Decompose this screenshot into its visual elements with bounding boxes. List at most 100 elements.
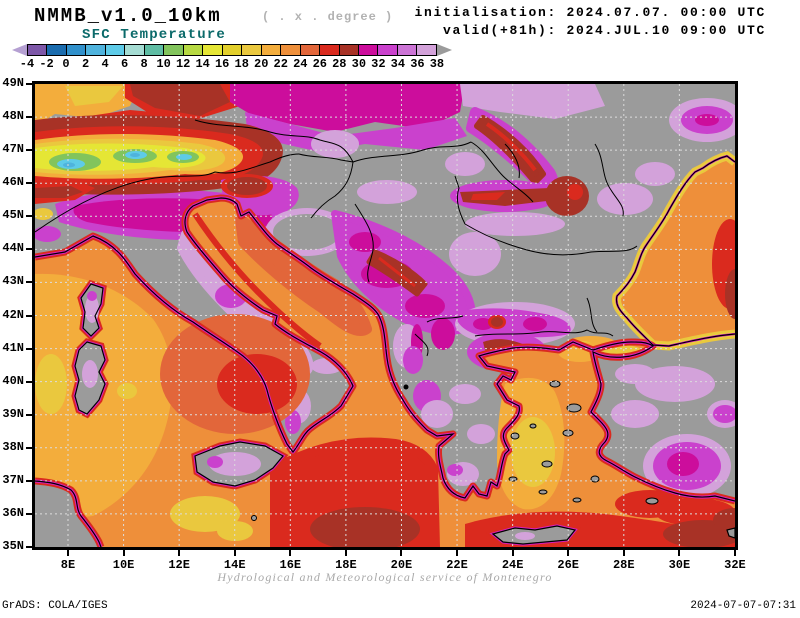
lat-label: 35N [2, 539, 24, 553]
lon-tick [622, 550, 625, 556]
colorbar-level-label: 34 [390, 57, 406, 71]
colorbar-level-label: 30 [351, 57, 367, 71]
colorbar-level-label: 10 [156, 57, 171, 71]
lat-tick [26, 479, 32, 482]
lon-tick [67, 550, 69, 556]
variable-title: SFC Temperature [82, 27, 227, 43]
lat-label: 38N [2, 439, 24, 454]
colorbar-level-label: 24 [293, 57, 308, 71]
lat-label: 43N [2, 274, 24, 289]
colorbar-cell [66, 45, 87, 55]
lon-label: 12E [168, 558, 190, 572]
colorbar-level-label: 4 [101, 57, 109, 71]
lat-tick [26, 512, 32, 515]
lat-tick [26, 546, 32, 548]
forecast-map [32, 81, 738, 550]
colorbar-level-label: 36 [410, 57, 425, 71]
lon-label: 20E [390, 558, 413, 572]
creation-timestamp: 2024-07-07-07:31 [690, 600, 796, 612]
lon-tick [678, 550, 681, 556]
lat-tick [26, 248, 32, 251]
grads-signature: GrADS: COLA/IGES [2, 600, 108, 612]
lon-tick [233, 550, 236, 556]
lat-label: 45N [2, 208, 24, 223]
lat-label: 36N [2, 505, 24, 520]
colorbar-cells [27, 44, 437, 56]
lat-tick [26, 83, 32, 85]
colorbar-level-label: 38 [429, 57, 445, 71]
lat-label: 47N [2, 142, 24, 157]
colorbar-level-label: 26 [312, 57, 327, 71]
lon-tick [733, 550, 736, 556]
colorbar-level-label: 8 [140, 57, 148, 71]
lat-tick [26, 215, 32, 218]
lon-tick [122, 550, 125, 556]
lat-tick [26, 116, 32, 119]
lat-label: 40N [2, 373, 24, 388]
lat-label: 39N [2, 406, 24, 421]
model-resolution-note: ( . x . degree ) [262, 10, 394, 24]
lat-tick [26, 182, 32, 185]
aegean-islets [251, 380, 659, 521]
lat-label: 46N [2, 175, 24, 190]
land-temperature-fields [35, 84, 735, 498]
colorbar-underflow-arrow-icon [12, 44, 27, 56]
lat-tick [26, 149, 32, 152]
lon-tick [567, 550, 570, 556]
colorbar-cell [242, 45, 262, 55]
colorbar-cell [358, 45, 379, 55]
colorbar-cell [183, 45, 204, 55]
lon-tick [511, 550, 514, 556]
graticule [35, 84, 735, 547]
colorbar-level-label: 32 [371, 57, 386, 71]
colorbar-cell [222, 45, 243, 55]
lon-label: 10E [112, 558, 135, 572]
lon-tick [344, 550, 347, 556]
colorbar-cell [203, 45, 223, 55]
lat-label: 44N [2, 241, 24, 256]
black-sea [616, 156, 735, 346]
model-title: NMMB_v1.0_10km [34, 5, 222, 27]
colorbar-level-label: 12 [175, 57, 191, 71]
colorbar-level-label: 20 [254, 57, 269, 71]
colorbar-cell [261, 45, 282, 55]
lat-tick [26, 446, 32, 449]
lon-label: 24E [501, 558, 524, 572]
colorbar-level-label: 0 [62, 57, 70, 71]
colorbar-cell [28, 45, 48, 55]
lon-label: 14E [223, 558, 246, 572]
colorbar-level-label: -2 [39, 57, 54, 71]
lat-label: 41N [2, 340, 24, 355]
colorbar-cell [47, 45, 67, 55]
run-info: initialisation: 2024.07.07. 00:00 UTC va… [414, 4, 766, 40]
lon-label: 32E [724, 558, 746, 572]
lon-tick [178, 550, 181, 556]
colorbar-level-label: 14 [195, 57, 210, 71]
lat-tick [26, 281, 32, 284]
lat-tick [26, 380, 32, 383]
lat-label: 42N [2, 307, 24, 322]
colorbar-level-label: 22 [273, 57, 288, 71]
grid-lines [35, 84, 735, 547]
colorbar-cell [281, 45, 301, 55]
colorbar-cell [339, 45, 359, 55]
colorbar-cell [320, 45, 340, 55]
country-borders [35, 119, 638, 357]
lat-tick [26, 413, 32, 416]
colorbar-cell [86, 45, 106, 55]
colorbar-cell [417, 45, 436, 55]
lon-label: 30E [668, 558, 691, 572]
lon-label: 26E [557, 558, 580, 572]
lon-tick [456, 550, 459, 556]
lon-label: 22E [446, 558, 468, 572]
credit-text: Hydrological and Meteorological service … [217, 570, 553, 584]
colorbar-level-label: 28 [332, 57, 347, 71]
colorbar-level-label: 6 [120, 57, 129, 71]
lon-label: 16E [279, 558, 302, 572]
lon-tick [289, 550, 292, 556]
lon-tick [400, 550, 403, 556]
colorbar-cell [378, 45, 398, 55]
colorbar-cell [300, 45, 321, 55]
colorbar-level-label: 2 [81, 57, 90, 71]
